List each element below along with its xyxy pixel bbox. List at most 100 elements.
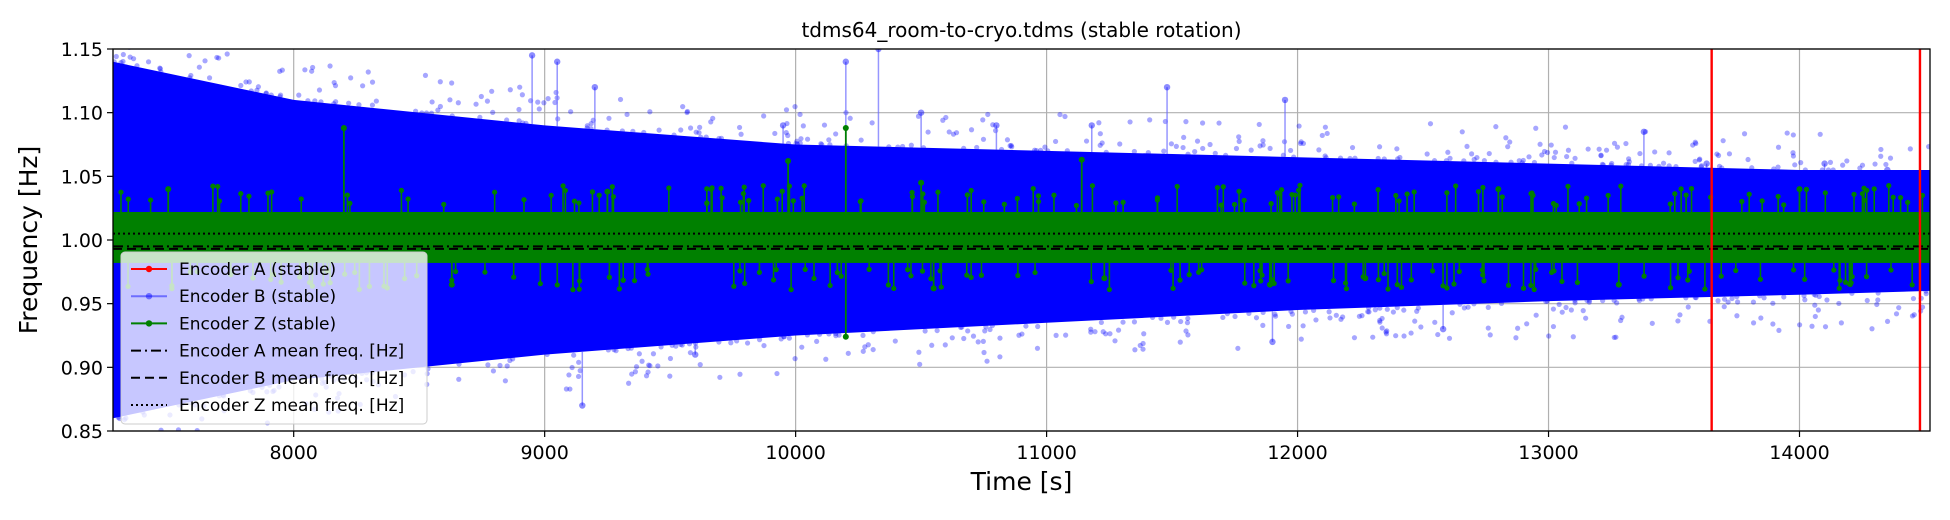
encoder-b-point bbox=[1062, 113, 1068, 120]
encoder-b-point bbox=[473, 101, 479, 107]
encoder-b-point bbox=[1349, 144, 1356, 151]
encoder-b-point bbox=[1260, 142, 1266, 148]
encoder-b-point bbox=[216, 55, 222, 61]
encoder-b-point bbox=[1698, 163, 1705, 169]
encoder-z-point bbox=[1078, 156, 1085, 163]
encoder-z-point bbox=[1170, 285, 1176, 291]
encoder-b-outlier-point bbox=[579, 402, 586, 409]
encoder-z-point bbox=[441, 201, 447, 207]
encoder-b-point bbox=[1715, 298, 1721, 304]
encoder-b-point bbox=[435, 107, 441, 113]
encoder-b-point bbox=[1910, 295, 1917, 302]
encoder-z-point bbox=[918, 179, 925, 186]
encoder-b-point bbox=[793, 140, 799, 147]
encoder-b-point bbox=[1132, 347, 1138, 353]
y-axis-label: Frequency [Hz] bbox=[14, 146, 43, 335]
encoder-b-point bbox=[860, 348, 866, 354]
encoder-b-point bbox=[1298, 336, 1304, 342]
encoder-b-point bbox=[1390, 309, 1396, 315]
encoder-b-point bbox=[799, 344, 805, 350]
encoder-b-point bbox=[1507, 139, 1513, 145]
encoder-b-point bbox=[997, 335, 1003, 341]
encoder-b-point bbox=[1171, 314, 1177, 320]
encoder-z-point bbox=[1890, 194, 1896, 200]
encoder-b-point bbox=[309, 68, 315, 74]
encoder-b-point bbox=[1216, 120, 1222, 126]
encoder-b-point bbox=[1300, 140, 1307, 147]
encoder-z-point bbox=[1408, 277, 1414, 283]
encoder-b-point bbox=[1184, 320, 1191, 326]
encoder-b-point bbox=[1550, 306, 1556, 312]
encoder-b-point bbox=[158, 69, 164, 75]
encoder-b-point bbox=[1919, 304, 1926, 310]
encoder-b-point bbox=[1608, 162, 1614, 168]
legend-entry-label: Encoder Z mean freq. [Hz] bbox=[179, 396, 404, 416]
encoder-z-point bbox=[1330, 278, 1337, 284]
encoder-b-point bbox=[1526, 154, 1532, 160]
encoder-b-point bbox=[1883, 161, 1889, 168]
encoder-z-point bbox=[1430, 268, 1436, 274]
encoder-b-point bbox=[667, 355, 674, 362]
encoder-b-point bbox=[1750, 320, 1757, 326]
encoder-b-point bbox=[497, 362, 503, 369]
encoder-b-point bbox=[1149, 314, 1156, 321]
encoder-b-point bbox=[1096, 120, 1102, 126]
encoder-b-point bbox=[798, 136, 804, 142]
encoder-b-point bbox=[1844, 158, 1850, 164]
encoder-z-point bbox=[1548, 269, 1555, 276]
encoder-z-point bbox=[1168, 267, 1174, 274]
encoder-b-point bbox=[569, 364, 575, 371]
encoder-b-point bbox=[1515, 325, 1521, 331]
encoder-z-point bbox=[1343, 286, 1350, 292]
encoder-b-point bbox=[1432, 319, 1438, 325]
encoder-b-point bbox=[698, 134, 704, 140]
encoder-b-point bbox=[922, 328, 928, 334]
encoder-z-point bbox=[1848, 280, 1854, 286]
encoder-z-point bbox=[801, 183, 807, 189]
encoder-z-point bbox=[1678, 186, 1684, 192]
encoder-z-point bbox=[246, 193, 252, 199]
encoder-b-point bbox=[1379, 315, 1385, 322]
encoder-b-point bbox=[145, 59, 152, 65]
encoder-z-point bbox=[938, 284, 944, 290]
encoder-b-point bbox=[1016, 332, 1022, 338]
encoder-b-point bbox=[1666, 163, 1672, 169]
encoder-b-point bbox=[1183, 119, 1189, 125]
encoder-b-point bbox=[629, 371, 635, 377]
encoder-b-point bbox=[1395, 156, 1401, 162]
encoder-b-point bbox=[1626, 156, 1632, 162]
encoder-b-point bbox=[175, 427, 182, 431]
encoder-z-point bbox=[1796, 186, 1803, 193]
encoder-b-outlier-point bbox=[1439, 325, 1447, 333]
encoder-z-point bbox=[347, 200, 353, 206]
encoder-b-point bbox=[1465, 304, 1471, 310]
encoder-z-point bbox=[909, 189, 915, 196]
encoder-z-point bbox=[935, 189, 941, 195]
encoder-b-point bbox=[1327, 315, 1333, 321]
encoder-b-point bbox=[1194, 138, 1201, 144]
encoder-z-point bbox=[1214, 185, 1221, 191]
encoder-b-point bbox=[188, 72, 194, 79]
encoder-b-point bbox=[1035, 323, 1041, 330]
encoder-z-point bbox=[1089, 183, 1096, 189]
encoder-b-point bbox=[296, 92, 302, 98]
x-tick-label: 13000 bbox=[1518, 442, 1578, 464]
legend: Encoder A (stable) Encoder B (stable) Enco… bbox=[120, 251, 428, 425]
encoder-b-point bbox=[120, 58, 126, 65]
encoder-b-point bbox=[331, 79, 337, 86]
encoder-b-point bbox=[1340, 314, 1346, 320]
encoder-b-point bbox=[744, 340, 751, 346]
encoder-b-outlier-point bbox=[875, 49, 882, 53]
x-tick-label: 14000 bbox=[1769, 442, 1829, 464]
encoder-b-point bbox=[333, 99, 339, 105]
encoder-b-point bbox=[1236, 134, 1242, 140]
encoder-b-point bbox=[870, 346, 876, 353]
encoder-z-point bbox=[1781, 202, 1787, 208]
encoder-b-point bbox=[1260, 309, 1266, 315]
encoder-z-point bbox=[773, 267, 779, 273]
encoder-b-point bbox=[1120, 319, 1126, 325]
encoder-z-point bbox=[760, 183, 766, 189]
encoder-b-point bbox=[263, 91, 269, 97]
encoder-b-point bbox=[1232, 313, 1238, 320]
encoder-b-point bbox=[860, 332, 866, 338]
